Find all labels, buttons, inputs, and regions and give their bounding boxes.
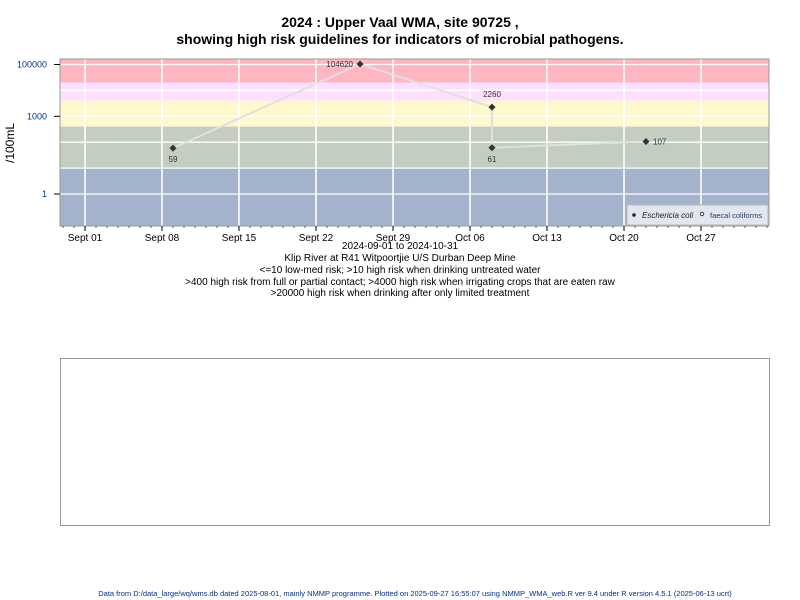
- data-label: 59: [169, 155, 178, 164]
- data-label: 2260: [483, 90, 501, 99]
- x-tick-label: Sept 29: [376, 233, 411, 244]
- data-label: 107: [653, 137, 667, 146]
- empty-plot-panel: [60, 358, 770, 526]
- y-tick-label: 100000: [17, 60, 47, 70]
- guideline-note-1: <=10 low-med risk; >10 high risk when dr…: [259, 265, 541, 276]
- y-axis-label: /100mL: [3, 123, 17, 163]
- x-tick-label: Sept 15: [222, 233, 257, 244]
- legend-box: [626, 204, 769, 226]
- legend-label: Eschericia coli: [642, 211, 693, 220]
- risk-band: [60, 100, 769, 127]
- guideline-note-2: >400 high risk from full or partial cont…: [185, 277, 615, 288]
- x-tick-label: Oct 06: [455, 233, 485, 244]
- x-tick-label: Oct 13: [532, 233, 562, 244]
- data-point: [488, 103, 496, 111]
- chart: Sept 01 Sept 08 Sept 15 Sept 22 Sept 29 Oct 0…: [3, 58, 770, 244]
- risk-band: [60, 126, 769, 169]
- x-tick-label: Sept 22: [299, 233, 334, 244]
- chart-title: 2024 : Upper Vaal WMA, site 90725 ,: [281, 14, 519, 30]
- footer-note: Data from D:/data_large/wq/wms.db dated …: [98, 589, 732, 598]
- x-tick-label: Sept 01: [68, 233, 103, 244]
- data-label: 61: [488, 155, 497, 164]
- y-tick-label: 1: [42, 189, 47, 199]
- risk-band: [60, 59, 769, 83]
- plot-frame: [59, 58, 770, 227]
- data-point: [642, 137, 650, 145]
- x-tick-label: Oct 27: [686, 233, 716, 244]
- chart-subtitle: showing high risk guidelines for indicat…: [176, 31, 624, 47]
- date-range-label: 2024-09-01 to 2024-10-31: [341, 241, 459, 252]
- legend-label: faecal coliforms: [710, 211, 762, 220]
- site-label: Klip River at R41 Witpoortjie U/S Durban…: [284, 253, 516, 264]
- data-point: [356, 60, 364, 68]
- x-tick-label: Sept 08: [145, 233, 180, 244]
- legend-marker-filled: [632, 213, 636, 217]
- data-label: 104620: [326, 60, 353, 69]
- data-point: [488, 144, 496, 152]
- risk-band: [60, 82, 769, 101]
- guideline-note-3: >20000 high risk when drinking after onl…: [270, 288, 530, 299]
- legend-marker-open: [699, 211, 705, 217]
- x-tick-label: Oct 20: [609, 233, 639, 244]
- data-point: [169, 144, 177, 152]
- y-tick-label: 1000: [27, 111, 47, 121]
